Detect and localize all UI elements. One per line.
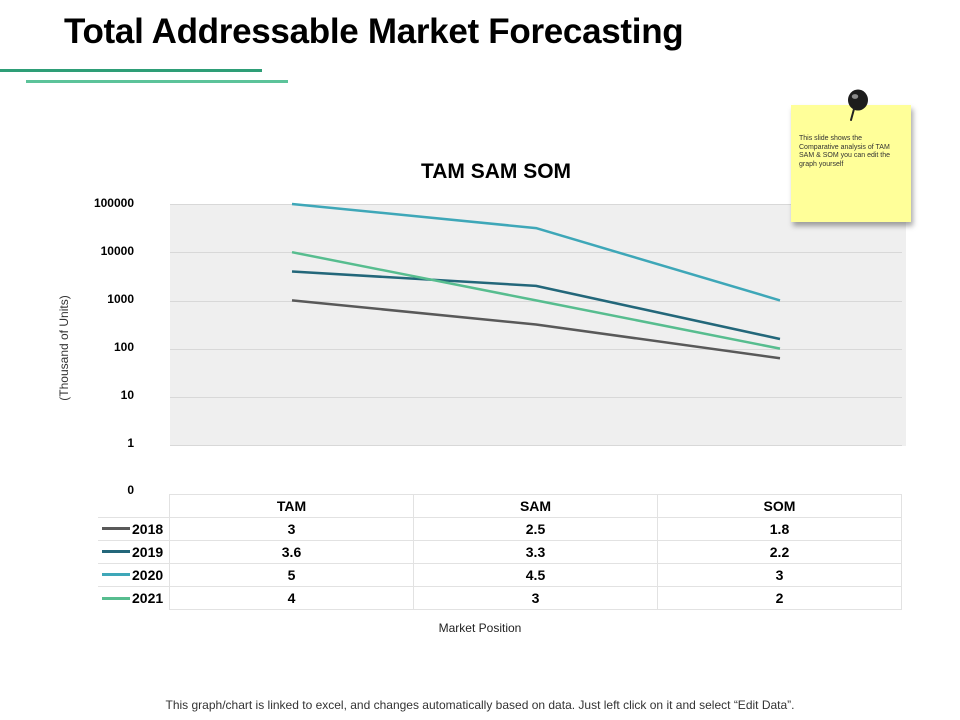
table-row: 2020 5 4.5 3 [98, 563, 902, 587]
gridline [170, 204, 902, 205]
legend-label: 2018 [132, 521, 164, 537]
table-cell: 3 [413, 586, 658, 610]
gridline [170, 397, 902, 398]
y-tick-label: 100 [113, 340, 134, 354]
y-tick-label: 100000 [93, 196, 134, 210]
table-row: 2018 3 2.5 1.8 [98, 517, 902, 541]
table-cell: 2.2 [657, 540, 902, 564]
gridline [170, 349, 902, 350]
legend-label: 2021 [132, 590, 164, 607]
title-underline-bottom [26, 80, 288, 83]
y-tick-label: 0 [127, 483, 134, 497]
gridline [170, 445, 902, 446]
page-title: Total Addressable Market Forecasting [64, 12, 684, 51]
series-line-2020[interactable] [291, 202, 781, 302]
table-header-cell: TAM [169, 494, 414, 518]
data-table: TAM SAM SOM 2018 3 2.5 1.8 2019 3.6 3.3 … [98, 494, 902, 610]
sticky-note: This slide shows the Comparative analysi… [791, 105, 911, 222]
table-cell: 2 [657, 586, 902, 610]
legend-entry: 2020 [98, 563, 170, 587]
table-cell: 4 [169, 586, 414, 610]
legend-swatch-2020 [102, 573, 130, 577]
gridline [170, 252, 902, 253]
table-cell: 1.8 [657, 517, 902, 541]
pushpin-icon [848, 89, 868, 121]
legend-swatch-2021 [102, 596, 130, 600]
legend-entry: 2018 [98, 517, 170, 541]
table-cell: 4.5 [413, 563, 658, 587]
sticky-note-text: This slide shows the Comparative analysi… [799, 135, 891, 168]
legend-label: 2020 [132, 567, 164, 583]
legend-label: 2019 [132, 544, 164, 560]
legend-entry: 2019 [98, 540, 170, 564]
y-tick-label: 10 [120, 388, 134, 402]
chart-title: TAM SAM SOM [420, 160, 572, 183]
legend-swatch-2019 [102, 550, 130, 554]
legend-entry: 2021 [98, 586, 170, 610]
table-cell: 2.5 [413, 517, 658, 541]
table-cell: 3 [169, 517, 414, 541]
table-header-cell: SOM [657, 494, 902, 518]
table-cell: 3.3 [413, 540, 658, 564]
series-line-2018[interactable] [291, 299, 781, 360]
y-tick-label: 1 [127, 436, 134, 450]
table-header-cell: SAM [413, 494, 658, 518]
title-underline-top [0, 69, 262, 72]
table-cell: 3 [657, 563, 902, 587]
footer-note: This graph/chart is linked to excel, and… [165, 698, 795, 712]
legend-swatch-2018 [102, 527, 130, 531]
table-row: 2019 3.6 3.3 2.2 [98, 540, 902, 564]
table-row: 2021 4 3 2 [98, 586, 902, 610]
series-line-2019[interactable] [291, 270, 781, 341]
table-cell: 3.6 [169, 540, 414, 564]
y-tick-label: 1000 [107, 292, 134, 306]
series-line-2021[interactable] [291, 250, 781, 350]
y-tick-label: 10000 [100, 244, 134, 258]
table-cell: 5 [169, 563, 414, 587]
table-corner [98, 494, 170, 518]
x-axis-label: Market Position [438, 621, 522, 635]
